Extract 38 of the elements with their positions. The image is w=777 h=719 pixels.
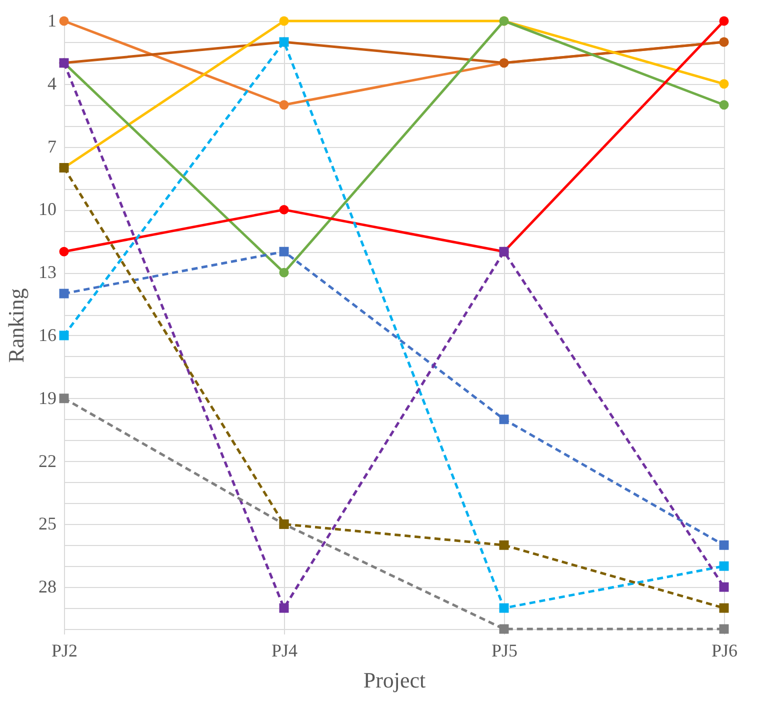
- y-tick-label: 22: [38, 450, 56, 471]
- y-tick-label: 13: [38, 262, 56, 282]
- x-tick-label: PJ6: [711, 640, 738, 660]
- point: [719, 582, 729, 592]
- point: [499, 540, 509, 550]
- point: [279, 100, 289, 110]
- x-axis-title: Project: [363, 668, 426, 692]
- y-tick-label: 28: [38, 576, 56, 597]
- y-tick-label: 16: [38, 324, 56, 345]
- point: [59, 330, 69, 340]
- point: [59, 288, 69, 298]
- x-tick-label: PJ2: [51, 640, 78, 660]
- point: [719, 561, 729, 571]
- point: [279, 603, 289, 613]
- y-tick-label: 1: [48, 10, 56, 30]
- point: [499, 603, 509, 613]
- y-tick-label: 19: [38, 388, 56, 408]
- y-axis-title: Ranking: [4, 288, 28, 363]
- point: [719, 603, 729, 613]
- point: [719, 624, 729, 634]
- point: [279, 204, 289, 214]
- y-tick-label: 7: [48, 136, 56, 156]
- point: [279, 246, 289, 256]
- point: [59, 16, 69, 26]
- point: [279, 268, 289, 278]
- point: [279, 16, 289, 26]
- point: [719, 16, 729, 26]
- point: [499, 414, 509, 424]
- y-tick-label: 10: [38, 199, 56, 220]
- point: [719, 79, 729, 89]
- point: [719, 540, 729, 550]
- point: [719, 100, 729, 110]
- x-tick-label: PJ5: [491, 640, 518, 660]
- y-tick-label: 25: [38, 514, 56, 534]
- x-tick-label: PJ4: [271, 640, 298, 660]
- point: [59, 246, 69, 256]
- y-tick-label: 4: [48, 73, 56, 94]
- point: [59, 394, 69, 404]
